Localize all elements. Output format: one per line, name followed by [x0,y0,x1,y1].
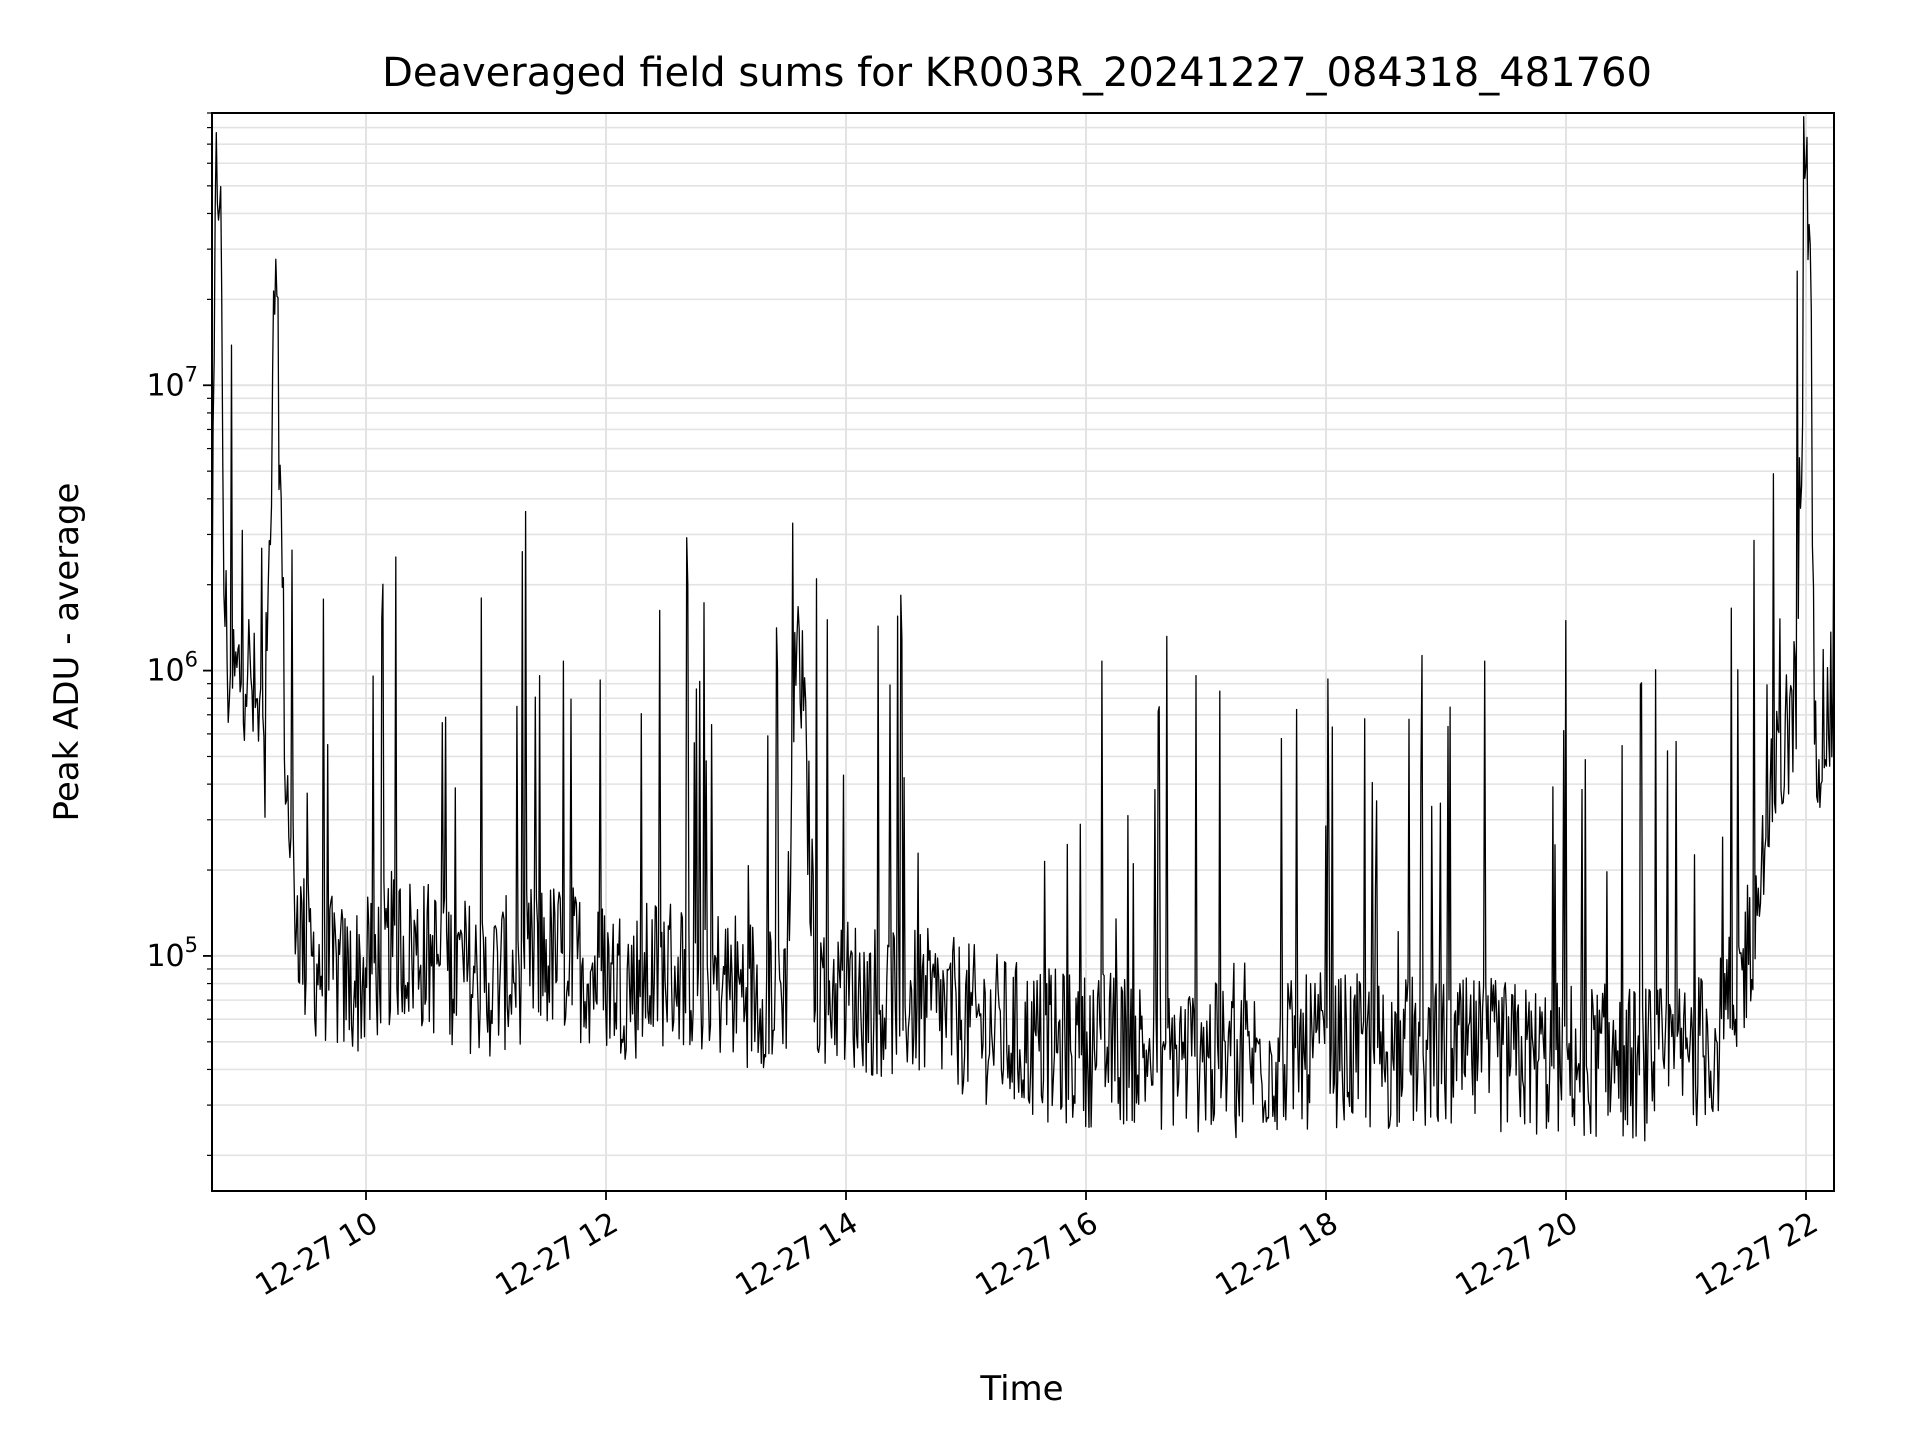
y-axis: 105 106 107 [146,112,212,1156]
x-tick-label: 12-27 20 [1450,1206,1584,1304]
x-axis-label: Time [979,1369,1063,1409]
y-tick-label: 106 [146,648,198,689]
x-tick-label: 12-27 22 [1690,1206,1824,1304]
grid [212,112,1834,1191]
x-tick-label: 12-27 18 [1210,1206,1344,1304]
x-tick-label: 12-27 16 [970,1206,1104,1304]
x-tick-label: 12-27 12 [490,1206,624,1304]
x-axis: 12-27 10 12-27 12 12-27 14 12-27 16 12-27 18… [250,1191,1824,1303]
x-tick-label: 12-27 10 [250,1206,384,1304]
plot-frame [211,112,1835,1192]
y-axis-label: Peak ADU - average [47,483,87,822]
y-tick-label: 105 [146,933,198,974]
series-line [211,116,1835,1142]
x-tick-label: 12-27 14 [730,1206,864,1304]
y-tick-label: 107 [146,362,198,403]
chart-title: Deaveraged field sums for KR003R_2024122… [382,50,1652,96]
